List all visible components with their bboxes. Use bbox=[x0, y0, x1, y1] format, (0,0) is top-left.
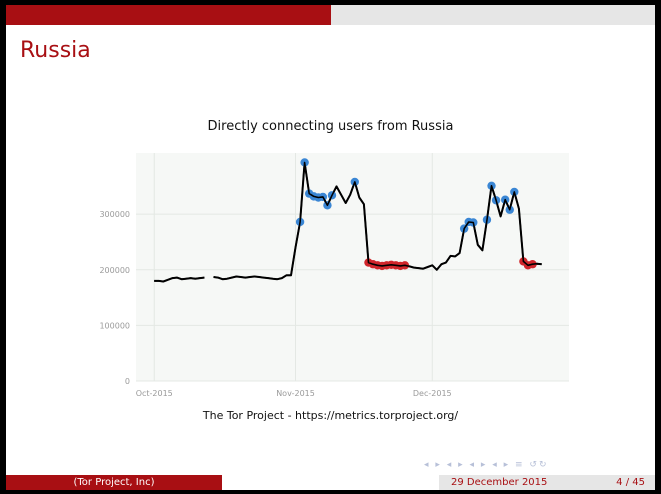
series-line-overlay bbox=[213, 161, 542, 280]
header-bar-grey bbox=[331, 5, 655, 25]
x-tick-label: Oct-2015 bbox=[136, 389, 173, 398]
x-tick-label: Nov-2015 bbox=[276, 389, 315, 398]
slide: Russia Directly connecting users from Ru… bbox=[6, 5, 655, 490]
y-tick-label: 100000 bbox=[99, 321, 130, 330]
series-line-overlay bbox=[154, 276, 205, 283]
footer-info: 29 December 2015 4 / 45 bbox=[439, 475, 655, 490]
x-tick-label: Dec-2015 bbox=[413, 389, 452, 398]
chart-caption: The Tor Project - https://metrics.torpro… bbox=[202, 409, 459, 422]
footer-author: (Tor Project, Inc) bbox=[6, 475, 222, 490]
footer-date: 29 December 2015 bbox=[451, 477, 548, 488]
footer-page-number: 4 / 45 bbox=[616, 477, 645, 488]
header-bar-accent bbox=[6, 5, 331, 25]
slide-title: Russia bbox=[20, 38, 91, 63]
beamer-navigation-icons[interactable]: ◂ ▸ ◂ ▸ ◂ ▸ ◂ ▸ ≡ ↺↻ bbox=[424, 460, 549, 470]
chart-title: Directly connecting users from Russia bbox=[207, 119, 454, 134]
y-tick-label: 300000 bbox=[99, 210, 130, 219]
chart: 0 100000 200000 300000 Oct-2015 Nov-2015 Dec-2… bbox=[99, 153, 569, 398]
y-tick-label: 0 bbox=[125, 377, 130, 386]
y-tick-label: 200000 bbox=[99, 266, 130, 275]
